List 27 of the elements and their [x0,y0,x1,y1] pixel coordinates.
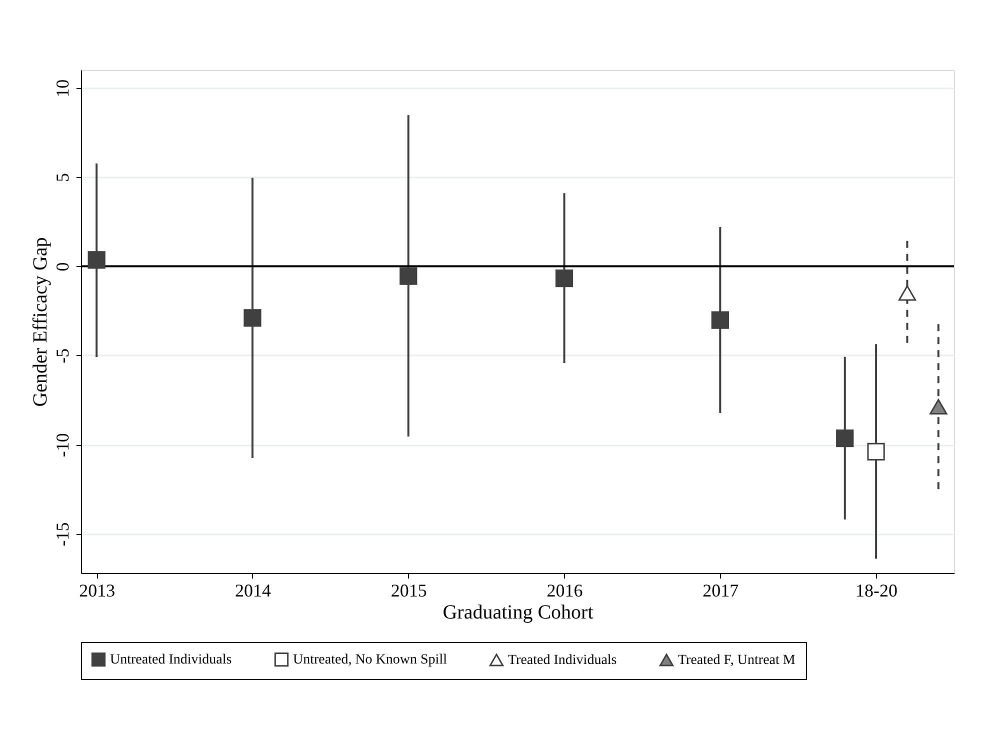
point [88,251,106,269]
legend-label: Treated Individuals [508,653,617,668]
y-tick-label: -15 [52,522,72,546]
x-tick-label: 2013 [79,580,116,600]
y-tick-label: 0 [52,262,72,272]
point [555,270,574,288]
legend-label: Treated F, Untreat M [678,653,796,668]
y-tick-label: -5 [52,348,72,364]
point [400,267,418,285]
point [836,430,854,448]
point [930,399,948,414]
y-tick-label: 5 [52,173,72,182]
y-tick-label: 10 [52,79,72,98]
legend-label: Untreated, No Known Spill [293,652,448,668]
y-axis-title: Gender Efficacy Gap [30,237,52,407]
legend-label: Untreated Individuals [110,652,232,668]
x-tick-label: 2014 [234,580,271,600]
point [898,285,916,301]
x-tick-label: 2016 [546,580,583,600]
point [244,309,262,327]
x-tick-label: 18-20 [856,580,898,600]
x-tick-label: 2015 [390,580,427,600]
y-tick-label: -10 [52,433,72,458]
x-tick-label: 2017 [702,580,739,600]
x-axis-title: Graduating Cohort [442,602,594,624]
point [711,311,729,329]
point [867,442,885,461]
